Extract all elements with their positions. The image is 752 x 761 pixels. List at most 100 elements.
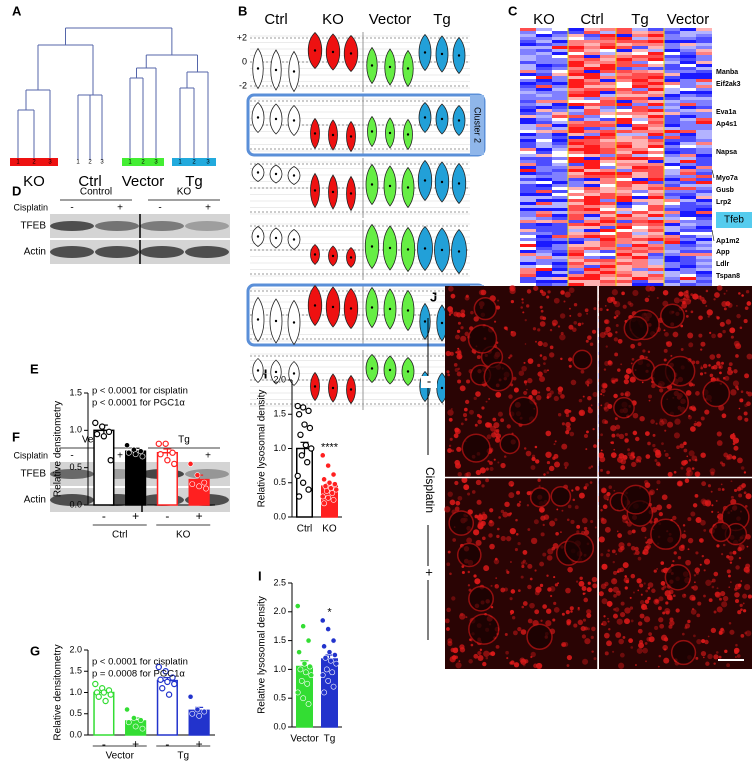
micrograph-cell <box>661 389 688 416</box>
micrograph-speck <box>560 358 562 360</box>
violin-median <box>407 248 409 250</box>
heatmap-cell <box>584 91 600 94</box>
heatmap-cell <box>632 271 648 274</box>
heatmap-cell <box>696 64 712 67</box>
data-point <box>108 458 113 463</box>
micrograph-cell <box>458 543 481 566</box>
micrograph-speck <box>528 358 534 364</box>
micrograph-speck <box>721 553 723 555</box>
micrograph-speck <box>457 330 460 333</box>
micrograph-speck <box>722 330 725 333</box>
heatmap-cell <box>648 163 664 166</box>
micrograph-speck <box>535 586 541 592</box>
heatmap-cell <box>536 76 552 79</box>
heatmap-cell <box>632 226 648 229</box>
data-point <box>133 724 138 729</box>
micrograph-speck <box>712 586 715 589</box>
heatmap-cell <box>696 241 712 244</box>
heatmap-cell <box>648 91 664 94</box>
heatmap-cell <box>552 226 568 229</box>
heatmap-cell <box>600 253 616 256</box>
heatmap-cell <box>552 238 568 241</box>
heatmap-cell <box>680 241 696 244</box>
heatmap-cell <box>600 193 616 196</box>
heatmap-cell <box>696 229 712 232</box>
heatmap-cell <box>648 148 664 151</box>
micrograph-speck <box>466 295 469 298</box>
violin-median <box>293 372 295 374</box>
micrograph-speck <box>600 332 606 338</box>
micrograph-speck <box>464 408 468 412</box>
heatmap-cell <box>680 175 696 178</box>
micrograph-speck <box>460 336 466 342</box>
micrograph-speck <box>515 548 518 551</box>
heatmap-cell <box>536 247 552 250</box>
micrograph-speck <box>686 295 689 298</box>
micrograph-speck <box>644 616 650 622</box>
blot-band <box>185 469 229 479</box>
heatmap-cell <box>632 214 648 217</box>
data-point <box>331 497 336 502</box>
micrograph-speck <box>720 591 725 596</box>
micrograph-speck <box>472 490 476 494</box>
micrograph-speck <box>566 619 571 624</box>
micrograph-speck <box>618 663 624 669</box>
heatmap-cell <box>664 70 680 73</box>
blot-level: + <box>205 203 211 214</box>
heatmap-cell <box>664 43 680 46</box>
micrograph-speck <box>662 494 668 500</box>
heatmap-cell <box>696 100 712 103</box>
micrograph-speck <box>615 331 617 333</box>
heatmap-cell <box>664 154 680 157</box>
heatmap-cell <box>632 73 648 76</box>
data-point <box>195 473 200 478</box>
heatmap-cell <box>552 187 568 190</box>
micrograph-speck <box>601 389 606 394</box>
heatmap-cell <box>664 142 680 145</box>
heatmap-cell <box>680 34 696 37</box>
micrograph-speck <box>639 460 641 462</box>
heatmap-cell <box>616 226 632 229</box>
heatmap-cell <box>616 214 632 217</box>
data-point <box>322 690 327 695</box>
micrograph-speck <box>600 405 602 407</box>
micrograph-speck <box>591 627 596 632</box>
heatmap-cell <box>568 280 584 283</box>
heatmap-cell <box>664 73 680 76</box>
micrograph-speck <box>521 576 524 579</box>
heatmap-cell <box>648 109 664 112</box>
micrograph-speck <box>447 409 453 415</box>
micrograph-speck <box>674 297 680 303</box>
heatmap-cell <box>584 241 600 244</box>
heatmap-cell <box>584 235 600 238</box>
heatmap-cell <box>584 223 600 226</box>
heatmap-cell <box>536 202 552 205</box>
micrograph-speck <box>458 496 463 501</box>
heatmap-cell <box>696 181 712 184</box>
heatmap-cell <box>584 79 600 82</box>
micrograph-speck <box>466 472 471 477</box>
heatmap-cell <box>536 91 552 94</box>
micrograph-speck <box>648 582 654 588</box>
violin-median <box>257 369 259 371</box>
micrograph-speck <box>462 571 465 574</box>
micrograph-speck <box>691 609 697 615</box>
heatmap-cell <box>552 268 568 271</box>
heatmap-cell <box>584 199 600 202</box>
heatmap-cell <box>600 97 616 100</box>
heatmap-cell <box>680 280 696 283</box>
heatmap-cell <box>600 199 616 202</box>
micrograph-speck <box>531 465 536 470</box>
data-point <box>156 441 161 446</box>
heatmap-cell <box>648 160 664 163</box>
heatmap-cell <box>664 58 680 61</box>
micrograph-speck <box>546 471 549 474</box>
heatmap-cell <box>664 262 680 265</box>
heatmap-cell <box>696 43 712 46</box>
micrograph-speck <box>674 419 680 425</box>
micrograph-speck <box>686 456 688 458</box>
micrograph-speck <box>550 345 554 349</box>
heatmap-cell <box>552 82 568 85</box>
micrograph-speck <box>477 651 481 655</box>
data-point <box>96 694 101 699</box>
